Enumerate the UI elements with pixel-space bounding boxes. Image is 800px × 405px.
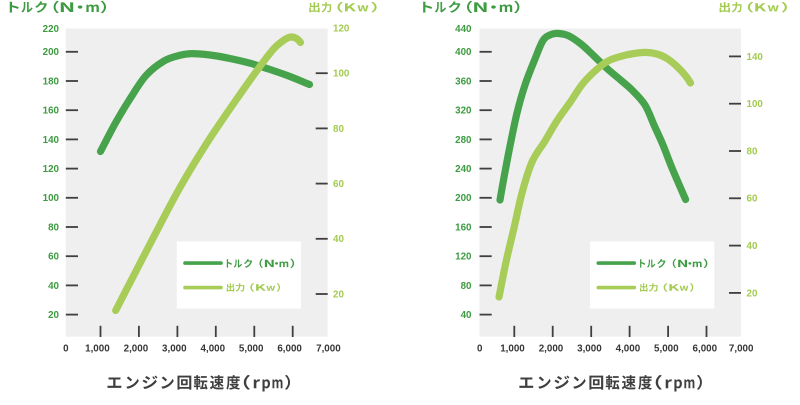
svg-text:160: 160 — [43, 106, 60, 117]
svg-text:7,000: 7,000 — [729, 344, 754, 355]
svg-text:1,000: 1,000 — [500, 344, 525, 355]
svg-text:240: 240 — [455, 164, 472, 175]
svg-text:200: 200 — [43, 47, 60, 58]
svg-text:5,000: 5,000 — [239, 344, 264, 355]
svg-text:120: 120 — [43, 164, 60, 175]
svg-text:60: 60 — [48, 252, 59, 263]
svg-text:0: 0 — [477, 344, 483, 355]
svg-text:40: 40 — [48, 281, 59, 292]
svg-text:440: 440 — [455, 24, 472, 35]
svg-text:120: 120 — [455, 252, 472, 263]
svg-text:320: 320 — [455, 106, 472, 117]
svg-text:6,000: 6,000 — [277, 344, 302, 355]
svg-text:3,000: 3,000 — [577, 344, 602, 355]
svg-text:140: 140 — [43, 135, 60, 146]
svg-text:100: 100 — [333, 69, 350, 80]
svg-text:40: 40 — [333, 234, 344, 245]
svg-text:360: 360 — [455, 76, 472, 87]
svg-text:80: 80 — [747, 146, 758, 157]
svg-text:20: 20 — [48, 310, 59, 321]
svg-text:140: 140 — [747, 52, 764, 63]
svg-text:4,000: 4,000 — [201, 344, 226, 355]
svg-text:4,000: 4,000 — [616, 344, 641, 355]
svg-text:80: 80 — [333, 124, 344, 135]
svg-text:7,000: 7,000 — [316, 344, 341, 355]
svg-text:60: 60 — [333, 179, 344, 190]
svg-text:60: 60 — [747, 194, 758, 205]
svg-text:80: 80 — [461, 281, 472, 292]
svg-text:2,000: 2,000 — [124, 344, 149, 355]
svg-text:3,000: 3,000 — [162, 344, 187, 355]
svg-text:0: 0 — [63, 344, 69, 355]
svg-text:120: 120 — [333, 24, 350, 35]
svg-text:400: 400 — [455, 47, 472, 58]
svg-text:6,000: 6,000 — [693, 344, 718, 355]
svg-text:180: 180 — [43, 76, 60, 87]
svg-text:220: 220 — [43, 24, 60, 35]
svg-text:100: 100 — [43, 193, 60, 204]
svg-text:2,000: 2,000 — [539, 344, 564, 355]
svg-text:5,000: 5,000 — [654, 344, 679, 355]
svg-text:40: 40 — [461, 310, 472, 321]
svg-text:280: 280 — [455, 135, 472, 146]
svg-text:160: 160 — [455, 222, 472, 233]
svg-text:100: 100 — [747, 99, 764, 110]
svg-text:80: 80 — [48, 222, 59, 233]
svg-text:20: 20 — [333, 289, 344, 300]
svg-text:20: 20 — [747, 288, 758, 299]
svg-text:200: 200 — [455, 193, 472, 204]
svg-text:40: 40 — [747, 241, 758, 252]
svg-text:1,000: 1,000 — [85, 344, 110, 355]
